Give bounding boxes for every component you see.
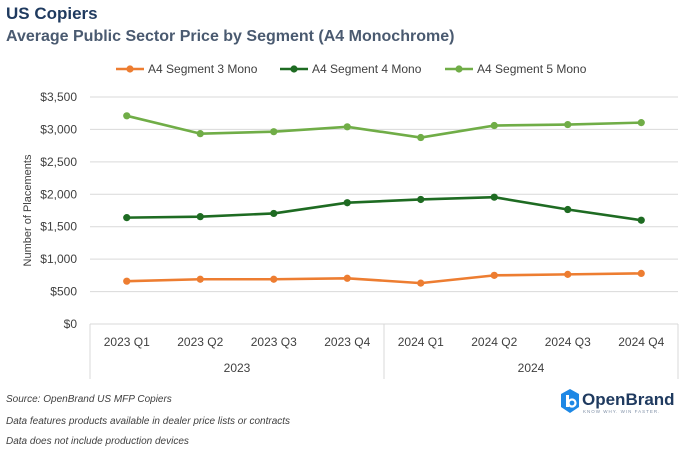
data-point <box>490 121 498 130</box>
chart-title: US Copiers <box>6 4 98 23</box>
y-axis-title: Number of Placements <box>22 154 34 266</box>
data-point <box>123 112 131 120</box>
x-tick-label: 2023 Q1 <box>104 335 150 349</box>
legend-swatch-marker <box>290 65 298 73</box>
legend-label: A4 Segment 3 Mono <box>148 62 258 76</box>
data-point <box>490 193 498 201</box>
y-tick-label: $500 <box>50 285 77 299</box>
data-point <box>637 119 645 127</box>
legend-swatch-marker <box>455 65 463 73</box>
x-group-label: 2024 <box>518 361 545 375</box>
openbrand-logo-tagline: KNOW WHY. WIN FASTER. <box>583 409 661 414</box>
legend-label: A4 Segment 4 Mono <box>312 62 422 76</box>
data-point <box>270 209 278 218</box>
data-point <box>270 128 278 136</box>
x-group-label: 2023 <box>224 361 251 375</box>
y-tick-label: $1,500 <box>40 220 77 234</box>
data-point <box>343 123 351 131</box>
x-tick-label: 2024 Q2 <box>471 335 517 349</box>
openbrand-logo-text: OpenBrand <box>582 390 675 409</box>
data-point <box>417 279 425 287</box>
data-point <box>196 275 204 283</box>
series-line <box>126 114 642 139</box>
source-note: Source: OpenBrand US MFP Copiers <box>6 394 172 405</box>
openbrand-logo-icon <box>561 389 579 413</box>
data-point <box>270 275 278 283</box>
chart-subtitle: Average Public Sector Price by Segment (… <box>6 28 455 45</box>
x-tick-label: 2023 Q4 <box>324 335 370 349</box>
y-tick-label: $0 <box>64 317 78 331</box>
data-point <box>343 199 351 207</box>
x-tick-label: 2024 Q4 <box>618 335 664 349</box>
data-point <box>564 120 572 129</box>
y-tick-label: $2,500 <box>40 155 77 169</box>
data-point <box>637 269 645 278</box>
openbrand-logo: OpenBrand KNOW WHY. WIN FASTER. <box>560 388 680 418</box>
data-point <box>417 133 425 142</box>
data-point <box>196 213 204 221</box>
data-point <box>417 195 425 204</box>
data-point <box>196 130 204 138</box>
legend-swatch-marker <box>126 65 134 73</box>
y-tick-label: $1,000 <box>40 252 77 266</box>
y-tick-label: $2,000 <box>40 187 77 201</box>
x-tick-label: 2024 Q1 <box>398 335 444 349</box>
data-point <box>564 270 572 278</box>
data-point <box>564 205 572 214</box>
y-tick-label: $3,000 <box>40 122 77 136</box>
series-line <box>126 272 642 285</box>
data-note-production: Data does not include production devices <box>6 436 189 447</box>
data-point <box>123 277 131 285</box>
legend-label: A4 Segment 5 Mono <box>477 62 587 76</box>
data-point <box>637 216 645 224</box>
y-tick-label: $3,500 <box>40 90 77 104</box>
x-tick-label: 2023 Q2 <box>177 335 223 349</box>
data-point <box>490 271 498 279</box>
data-note-dealer: Data features products available in deal… <box>6 416 291 427</box>
x-tick-label: 2023 Q3 <box>251 335 297 349</box>
series-line <box>126 195 642 222</box>
data-point <box>343 274 351 282</box>
x-tick-label: 2024 Q3 <box>545 335 591 349</box>
data-point <box>123 214 131 222</box>
